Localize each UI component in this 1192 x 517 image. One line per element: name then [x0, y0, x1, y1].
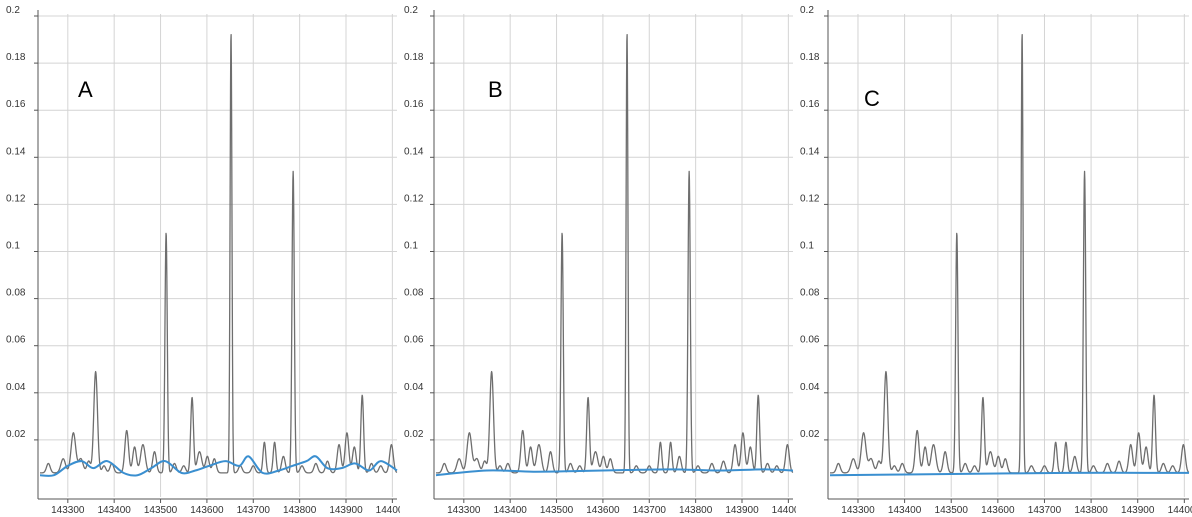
baseline-series-line: [829, 471, 1190, 477]
x-tick-label: 143300: [447, 505, 481, 516]
x-tick-label: 143300: [841, 505, 875, 516]
x-tick-label: 143700: [1028, 505, 1062, 516]
x-tick-label: 144000: [376, 505, 400, 516]
gridlines: [828, 14, 1189, 497]
y-tick-label: 0.06: [800, 335, 820, 346]
x-tick-label: 143900: [725, 505, 759, 516]
chart-a-svg: 0.02 0.04 0.06 0.08 0.1 0.12 0.14 0.16 0.18 0.2 14…: [6, 5, 400, 516]
x-tick-label: 143700: [633, 505, 667, 516]
y-tick-label: 0.16: [6, 99, 26, 110]
panel-label: C: [864, 86, 880, 111]
x-tick-label: 143400: [97, 505, 131, 516]
y-tick-label: 0.02: [404, 429, 424, 440]
y-tick-label: 0.18: [6, 52, 26, 63]
chart-panel-c: 0.02 0.04 0.06 0.08 0.1 0.12 0.14 0.16 0.18 0.2 14…: [794, 0, 1192, 517]
y-tick-label: 0.02: [6, 429, 26, 440]
y-tick-label: 0.14: [800, 146, 820, 157]
spectrum-series-line: [435, 34, 794, 474]
spectrum-series-line: [39, 34, 398, 474]
y-tick-label: 0.12: [404, 193, 424, 204]
y-tick-label: 0.14: [404, 146, 424, 157]
y-tick-label: 0.04: [404, 382, 424, 393]
y-tick-label: 0.12: [800, 193, 820, 204]
y-tick-label: 0.1: [800, 241, 814, 252]
chart-b-svg: 0.02 0.04 0.06 0.08 0.1 0.12 0.14 0.16 0.18 0.2 14…: [404, 5, 796, 516]
y-tick-label: 0.1: [6, 241, 20, 252]
x-tick-label: 143600: [190, 505, 224, 516]
y-tick-label: 0.16: [404, 99, 424, 110]
y-tick-label: 0.18: [800, 52, 820, 63]
x-tick-label: 143800: [1074, 505, 1108, 516]
y-tick-label: 0.06: [404, 335, 424, 346]
y-tick-label: 0.16: [800, 99, 820, 110]
x-tick-label: 143400: [493, 505, 527, 516]
y-tick-label: 0.02: [800, 429, 820, 440]
y-tick-label: 0.2: [6, 5, 20, 16]
x-tick-label: 143800: [679, 505, 713, 516]
axes: [430, 10, 793, 503]
x-tick-label: 143900: [329, 505, 363, 516]
y-tick-label: 0.2: [800, 5, 814, 16]
x-tick-label: 143500: [540, 505, 574, 516]
y-tick-label: 0.14: [6, 146, 26, 157]
chart-panel-b: 0.02 0.04 0.06 0.08 0.1 0.12 0.14 0.16 0.18 0.2 14…: [398, 0, 796, 517]
baseline-series-line: [435, 468, 794, 477]
gridlines: [38, 14, 397, 497]
x-tick-label: 143400: [888, 505, 922, 516]
baseline-series-line: [39, 455, 398, 477]
axes: [824, 10, 1189, 503]
x-tick-label: 143300: [51, 505, 85, 516]
axes: [34, 10, 397, 503]
chart-c-svg: 0.02 0.04 0.06 0.08 0.1 0.12 0.14 0.16 0.18 0.2 14…: [800, 5, 1192, 516]
panel-label: A: [78, 77, 93, 102]
x-tick-label: 143800: [283, 505, 317, 516]
x-tick-label: 143900: [1121, 505, 1155, 516]
x-tick-label: 143700: [237, 505, 271, 516]
x-tick-label: 143500: [935, 505, 969, 516]
gridlines: [434, 14, 793, 497]
spectrum-series-line: [829, 34, 1190, 474]
y-tick-label: 0.04: [800, 382, 820, 393]
x-tick-label: 143500: [144, 505, 178, 516]
y-tick-label: 0.12: [6, 193, 26, 204]
y-tick-label: 0.08: [6, 288, 26, 299]
x-tick-label: 144000: [772, 505, 796, 516]
y-tick-label: 0.18: [404, 52, 424, 63]
panel-label: B: [488, 77, 503, 102]
chart-panel-a: 0.02 0.04 0.06 0.08 0.1 0.12 0.14 0.16 0.18 0.2 14…: [0, 0, 400, 517]
y-tick-label: 0.08: [800, 288, 820, 299]
y-tick-label: 0.2: [404, 5, 418, 16]
x-tick-label: 143600: [586, 505, 620, 516]
x-tick-label: 144000: [1168, 505, 1192, 516]
y-tick-label: 0.06: [6, 335, 26, 346]
y-tick-label: 0.1: [404, 241, 418, 252]
y-tick-label: 0.08: [404, 288, 424, 299]
x-tick-label: 143600: [981, 505, 1015, 516]
y-tick-label: 0.04: [6, 382, 26, 393]
